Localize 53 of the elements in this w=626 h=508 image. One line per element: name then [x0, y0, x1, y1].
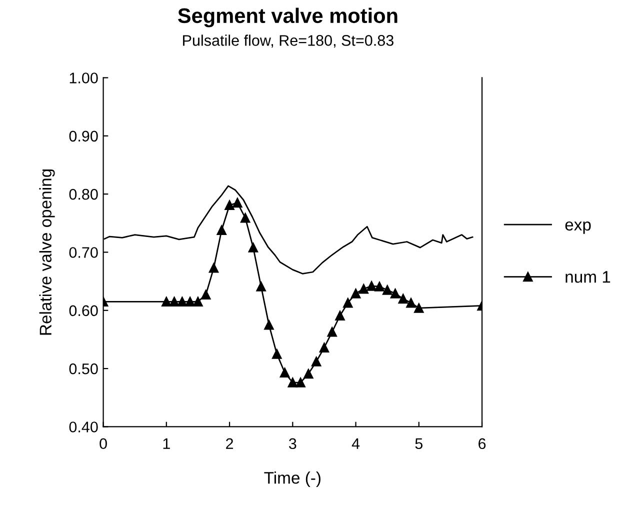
y-axis-title: Relative valve opening [39, 169, 55, 335]
point [162, 296, 172, 307]
x-tick-label: 2 [226, 438, 234, 449]
x-tick-label: 6 [478, 438, 486, 450]
point [240, 213, 250, 223]
point [177, 296, 188, 307]
point [169, 296, 180, 307]
point [327, 327, 337, 337]
point [406, 298, 416, 308]
x-tick-label: 0 [100, 438, 107, 450]
point [264, 320, 274, 330]
x-tick-label: 3 [288, 438, 296, 450]
point [319, 342, 330, 352]
point [272, 349, 282, 359]
y-tick-label: 0.90 [69, 130, 98, 142]
point [208, 263, 219, 273]
point [374, 282, 384, 292]
legend-label: exp [565, 221, 591, 234]
point [414, 303, 424, 313]
point [201, 290, 211, 300]
point [296, 378, 306, 388]
x-axis-title: Time (-) [264, 472, 320, 488]
point [343, 298, 353, 308]
point [366, 281, 376, 291]
chart-title: Segment valve motion [178, 8, 398, 28]
point [382, 285, 392, 295]
point [358, 284, 369, 294]
point [185, 296, 195, 307]
x-tick-label: 5 [415, 438, 423, 450]
point [398, 294, 408, 304]
x-tick-label: 1 [163, 438, 170, 449]
point [280, 368, 290, 378]
y-tick-label: 0.80 [69, 188, 98, 200]
point [350, 288, 361, 298]
point [335, 310, 345, 320]
point [256, 282, 266, 292]
y-tick-label: 0.40 [69, 422, 98, 432]
point [193, 296, 203, 307]
legend-label: num 1 [566, 271, 610, 283]
point [304, 368, 314, 379]
point [224, 200, 234, 210]
y-tick-label: 1.00 [70, 72, 98, 84]
point [288, 378, 298, 388]
point [232, 198, 242, 208]
y-tick-label: 0.60 [69, 305, 98, 316]
point [390, 288, 400, 298]
point [216, 225, 227, 235]
chart-subtitle: Pulsatile flow, Re=180, St=0.83 [183, 34, 394, 48]
point [248, 242, 258, 252]
point [311, 356, 322, 366]
y-tick-label: 0.50 [69, 363, 98, 374]
x-tick-label: 4 [352, 438, 360, 449]
y-tick-label: 0.70 [69, 247, 98, 258]
